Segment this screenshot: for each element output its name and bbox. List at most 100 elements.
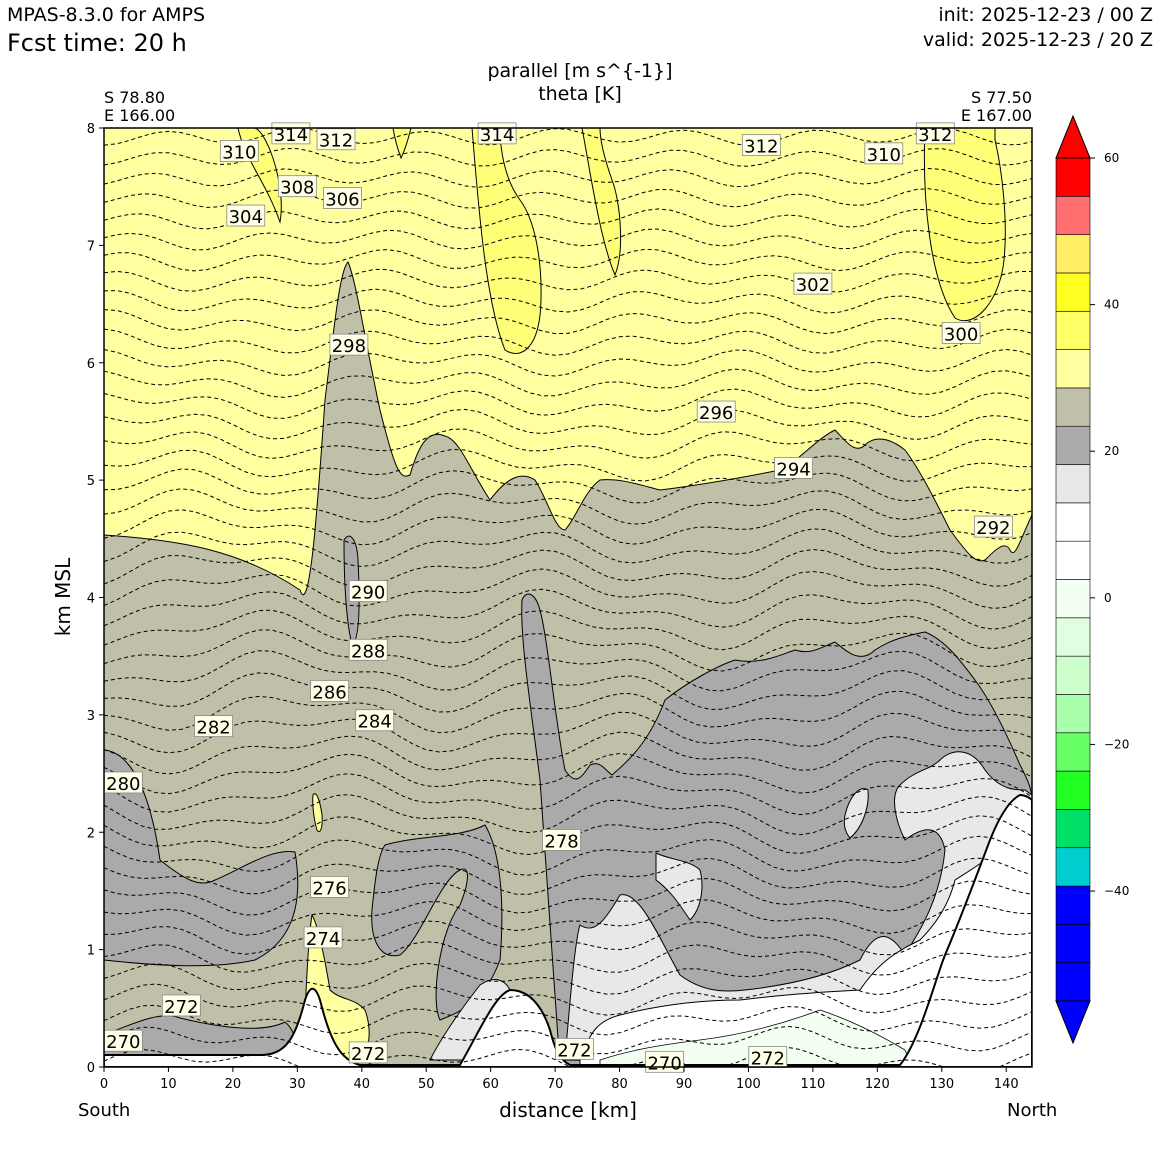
theta-label-text: 270: [647, 1053, 681, 1074]
theta-label: 294: [774, 456, 813, 480]
colorbar-segment: [1055, 502, 1091, 542]
colorbar-tick-label: 40: [1104, 298, 1119, 312]
theta-label: 290: [348, 580, 388, 604]
theta-contour: [104, 309, 1032, 335]
colorbar-tick-label: 20: [1104, 444, 1119, 458]
colorbar-segment: [1055, 196, 1091, 235]
theta-label-box: [277, 175, 317, 198]
theta-label-text: 284: [357, 712, 391, 733]
theta-label-text: 274: [306, 929, 340, 950]
theta-contour: [104, 568, 1032, 609]
theta-label-text: 272: [751, 1049, 785, 1070]
theta-label-box: [348, 580, 388, 603]
start-lon: E 166.00: [104, 106, 176, 125]
theta-label-box: [310, 876, 349, 898]
theta-label: 312: [316, 128, 356, 152]
theta-contour: [104, 1046, 1032, 1067]
filled-contours: [104, 128, 1032, 1067]
y-tick-label: 8: [87, 122, 95, 137]
theta-label: 288: [348, 638, 388, 662]
theta-label-text: 272: [351, 1044, 385, 1065]
theta-label-box: [941, 322, 981, 344]
theta-contour: [104, 167, 1032, 188]
theta-label-text: 272: [164, 997, 198, 1018]
theta-contour: [104, 248, 1032, 272]
theta-contour: [104, 629, 1032, 672]
theta-contour: [104, 857, 1032, 895]
y-tick-label: 1: [87, 944, 95, 959]
fill-lightgrey-small: [843, 788, 869, 839]
theta-label-text: 292: [976, 518, 1010, 539]
colorbar-tick-label: −20: [1104, 737, 1129, 751]
terrain-surface: [104, 793, 1032, 1067]
theta-contour: [104, 488, 1032, 525]
y-tick-label: 5: [87, 474, 95, 489]
theta-label-text: 300: [944, 324, 978, 345]
colorbar-segment: [1055, 425, 1091, 465]
y-axis: 0 1 2 3 4 5 6 7 8: [87, 122, 104, 1076]
theta-contour: [104, 548, 1032, 588]
colorbar-segment: [1055, 655, 1091, 695]
theta-label-text: 308: [280, 178, 314, 199]
fill-grey-region-west: [104, 749, 299, 967]
theta-label-box: [161, 994, 201, 1017]
x-tick-label: 130: [929, 1077, 954, 1092]
theta-label-text: 282: [196, 718, 230, 739]
theta-contour: [104, 468, 1032, 504]
theta-label-box: [348, 1041, 388, 1064]
theta-label: 310: [864, 142, 904, 166]
colorbar-segment: [1055, 349, 1091, 389]
theta-contour: [104, 752, 1032, 795]
x-tick-label: 30: [289, 1077, 306, 1092]
colorbar-segment: [1055, 694, 1091, 734]
theta-label-box: [194, 715, 233, 738]
theta-label: 310: [219, 140, 259, 163]
y-tick-label: 0: [87, 1061, 95, 1076]
y-tick-label: 7: [87, 239, 95, 254]
start-lat: S 78.80: [104, 88, 166, 107]
colorbar-segment: [1055, 310, 1091, 350]
theta-label: 272: [161, 994, 201, 1018]
x-tick-label: 120: [865, 1077, 890, 1092]
colorbar-bottom-extend: [1055, 1000, 1091, 1045]
theta-label-text: 276: [312, 878, 346, 899]
x-tick-label: 80: [611, 1077, 628, 1092]
theta-label: 272: [348, 1041, 388, 1065]
theta-label-text: 312: [319, 131, 353, 152]
start-point-label: S 78.80 E 166.00: [104, 89, 175, 125]
colorbar-tick-label: 0: [1104, 591, 1112, 605]
theta-label: 274: [303, 926, 343, 950]
end-lat: S 77.50: [970, 88, 1032, 107]
chart-title-theta: theta [K]: [538, 83, 622, 105]
colorbar-segment: [1055, 387, 1091, 427]
x-tick-label: 40: [354, 1077, 371, 1092]
theta-contour-labels: 310 314 312 308 306 304 314 312 310 312 302 300 298 2…: [103, 122, 1013, 1074]
theta-contour: [104, 711, 1032, 754]
theta-contour: [104, 428, 1032, 462]
theta-label-box: [793, 272, 833, 295]
theta-label-text: 270: [106, 1032, 140, 1053]
theta-label: 302: [793, 272, 833, 296]
theta-label-text: 312: [918, 125, 952, 146]
fill-yellow-cell-3: [923, 128, 1006, 322]
theta-label: 296: [696, 400, 736, 424]
theta-label: 282: [194, 715, 233, 739]
colorbar-segment: [1055, 732, 1091, 772]
x-tick-label: 50: [418, 1077, 435, 1092]
theta-label-text: 310: [222, 142, 256, 163]
y-tick-label: 2: [87, 826, 95, 841]
theta-contour: [104, 528, 1032, 568]
end-lon: E 167.00: [960, 106, 1032, 125]
theta-label-box: [226, 204, 266, 227]
theta-label-box: [864, 142, 904, 165]
theta-label: 284: [355, 709, 395, 733]
theta-label-text: 298: [332, 336, 366, 357]
colorbar-segment: [1055, 617, 1091, 657]
theta-label: 312: [915, 122, 955, 146]
theta-label: 270: [645, 1050, 685, 1074]
theta-label-box: [696, 400, 736, 423]
colorbar-segment: [1055, 847, 1091, 887]
theta-label-text: 310: [867, 145, 901, 166]
theta-label-box: [329, 333, 369, 356]
fill-yellow-cell-2: [581, 128, 622, 277]
